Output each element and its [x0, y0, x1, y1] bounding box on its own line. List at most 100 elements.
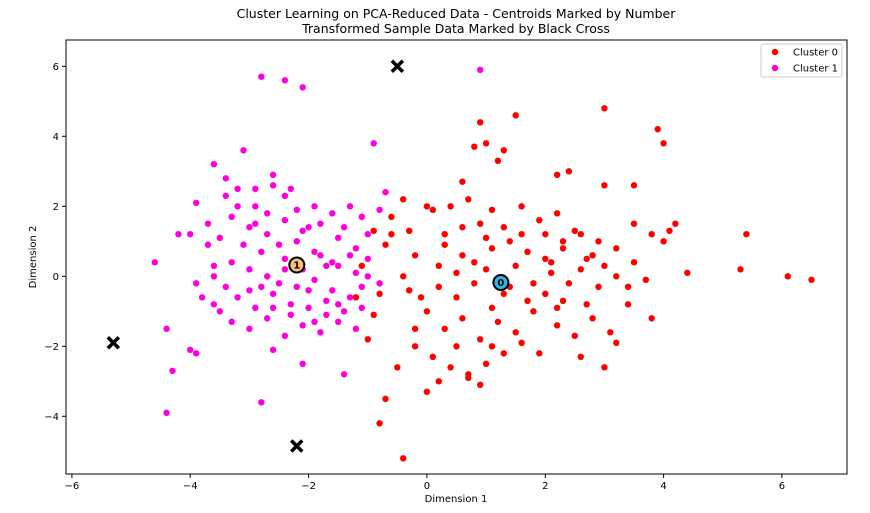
point-cluster-0-34: [406, 287, 413, 294]
point-cluster-1-62: [299, 360, 306, 367]
point-cluster-0-36: [435, 283, 442, 290]
point-cluster-0-69: [518, 339, 525, 346]
point-cluster-0-102: [524, 297, 531, 304]
point-cluster-1-55: [246, 325, 253, 332]
point-cluster-1-107: [252, 220, 259, 227]
point-cluster-1-108: [269, 304, 277, 311]
point-cluster-1-4: [210, 161, 218, 168]
point-cluster-1-19: [187, 231, 194, 238]
point-cluster-1-2: [299, 84, 306, 91]
sample-cross-0: [390, 59, 405, 73]
x-tick-label-0: −6: [65, 481, 80, 492]
point-cluster-1-1: [281, 77, 289, 84]
point-cluster-1-45: [216, 308, 223, 315]
point-cluster-0-5: [447, 203, 454, 210]
point-cluster-0-124: [666, 227, 673, 234]
point-cluster-1-99: [264, 210, 271, 217]
point-cluster-0-122: [808, 276, 815, 283]
point-cluster-0-15: [613, 245, 620, 252]
point-cluster-1-104: [281, 266, 289, 273]
point-cluster-0-11: [542, 231, 549, 238]
point-cluster-1-90: [269, 171, 277, 178]
point-cluster-1-43: [364, 255, 371, 262]
point-cluster-0-67: [482, 360, 490, 367]
point-cluster-0-39: [482, 266, 490, 273]
point-cluster-1-14: [346, 203, 354, 210]
point-cluster-1-60: [335, 318, 342, 325]
point-cluster-0-103: [542, 290, 549, 297]
point-cluster-1-48: [269, 290, 277, 297]
point-cluster-0-68: [500, 350, 507, 357]
point-cluster-1-11: [293, 206, 300, 213]
point-cluster-1-80: [311, 276, 318, 283]
point-cluster-0-72: [465, 371, 472, 378]
point-cluster-1-22: [228, 213, 235, 220]
point-cluster-1-84: [222, 283, 229, 290]
point-cluster-0-104: [565, 280, 573, 287]
point-cluster-1-91: [287, 185, 294, 192]
point-cluster-0-38: [471, 280, 478, 287]
legend-label-cluster-0: Cluster 0: [793, 48, 838, 59]
point-cluster-1-38: [281, 255, 289, 262]
point-cluster-1-47: [252, 304, 259, 311]
point-cluster-1-25: [281, 217, 289, 224]
point-cluster-0-32: [630, 182, 638, 189]
y-tick-label-0: −4: [44, 412, 59, 423]
point-cluster-1-36: [246, 266, 253, 273]
point-cluster-0-45: [577, 266, 584, 273]
point-cluster-1-0: [258, 73, 265, 80]
point-cluster-1-40: [317, 252, 324, 259]
point-cluster-0-57: [553, 322, 561, 329]
point-cluster-1-31: [376, 206, 383, 213]
point-cluster-1-30: [364, 231, 371, 238]
point-cluster-1-97: [376, 280, 383, 287]
point-cluster-1-82: [346, 294, 354, 301]
point-cluster-0-51: [441, 325, 448, 332]
point-cluster-1-33: [193, 280, 200, 287]
point-cluster-1-101: [340, 224, 348, 231]
point-cluster-0-18: [672, 220, 679, 227]
point-cluster-0-111: [571, 227, 578, 234]
point-cluster-0-10: [518, 203, 525, 210]
point-cluster-1-44: [198, 294, 206, 301]
point-cluster-1-94: [210, 301, 218, 308]
point-cluster-1-28: [335, 234, 342, 241]
y-axis-label: Dimension 2: [28, 226, 39, 289]
point-cluster-0-20: [471, 143, 478, 150]
point-cluster-0-119: [737, 266, 744, 273]
point-cluster-0-30: [660, 140, 667, 147]
point-cluster-0-1: [388, 231, 395, 238]
sample-markers: [106, 59, 405, 453]
point-cluster-1-73: [329, 259, 336, 266]
point-cluster-0-41: [512, 262, 519, 269]
point-cluster-0-63: [411, 343, 419, 350]
point-cluster-0-85: [370, 227, 377, 234]
point-cluster-0-62: [648, 315, 655, 322]
point-cluster-1-83: [358, 304, 365, 311]
point-cluster-1-64: [187, 346, 194, 353]
point-cluster-1-21: [216, 234, 223, 241]
point-cluster-0-35: [417, 294, 425, 301]
point-cluster-1-15: [358, 213, 365, 220]
point-cluster-0-125: [388, 213, 395, 220]
point-cluster-0-87: [352, 294, 360, 301]
point-cluster-0-74: [394, 364, 401, 371]
x-tick-label-1: −4: [183, 481, 198, 492]
point-cluster-0-7: [477, 220, 484, 227]
point-cluster-0-64: [429, 353, 436, 360]
point-cluster-0-121: [784, 273, 791, 280]
point-cluster-0-4: [429, 206, 436, 213]
point-cluster-0-65: [447, 364, 454, 371]
legend-marker-cluster-0: [771, 48, 779, 56]
point-cluster-1-59: [317, 329, 324, 336]
point-cluster-1-6: [234, 185, 241, 192]
point-cluster-0-43: [548, 259, 555, 266]
point-cluster-0-75: [382, 395, 389, 402]
point-cluster-0-112: [589, 252, 596, 259]
point-cluster-0-25: [512, 112, 519, 119]
point-cluster-1-74: [346, 252, 354, 259]
point-cluster-1-61: [269, 346, 277, 353]
point-cluster-0-19: [660, 238, 667, 245]
point-cluster-0-3: [411, 252, 419, 259]
